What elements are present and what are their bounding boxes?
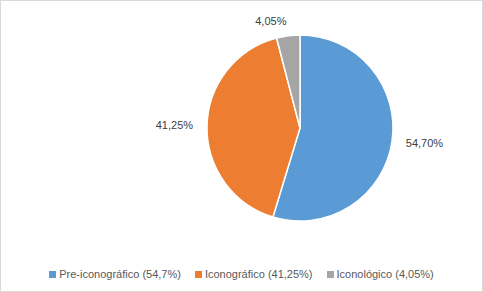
html-text:Iconográfico (41,25%): Iconográfico (41,25%) bbox=[204, 268, 313, 280]
html-text:Iconológico (4,05%): Iconológico (4,05%) bbox=[336, 268, 434, 280]
html-text:Pre-iconográfico (54,7%): Pre-iconográfico (54,7%) bbox=[59, 268, 181, 280]
svg-text:4,05%: 4,05% bbox=[255, 15, 286, 27]
svg-text:41,25%: 41,25% bbox=[156, 119, 194, 131]
svg-text:54,70%: 54,70% bbox=[406, 137, 444, 149]
